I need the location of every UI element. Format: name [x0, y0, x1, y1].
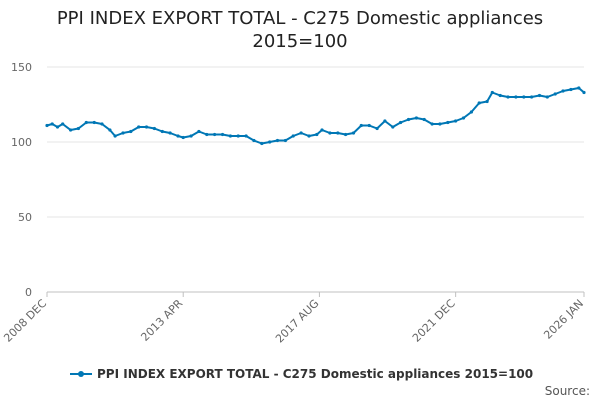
data-point[interactable]: [446, 120, 450, 125]
y-tick-label: 0: [25, 286, 32, 299]
data-point[interactable]: [375, 126, 379, 131]
data-point[interactable]: [469, 110, 473, 114]
data-point[interactable]: [299, 131, 303, 135]
data-point[interactable]: [92, 120, 96, 125]
x-tick-label: 2008 DEC: [1, 297, 49, 345]
data-point[interactable]: [367, 123, 371, 128]
x-axis-tick-labels: 2008 DEC 2013 APR 2017 AUG 2021 DEC 2026 JAN: [1, 297, 586, 346]
data-point[interactable]: [275, 138, 280, 143]
data-point[interactable]: [100, 122, 104, 126]
data-point[interactable]: [283, 138, 287, 143]
x-axis: [46, 291, 585, 297]
data-point[interactable]: [454, 119, 458, 123]
data-point[interactable]: [176, 134, 180, 138]
chart-title-line-2: 2015=100: [252, 31, 347, 52]
data-point[interactable]: [129, 129, 133, 134]
data-point[interactable]: [307, 134, 311, 138]
data-point[interactable]: [252, 138, 256, 143]
data-point[interactable]: [530, 95, 534, 99]
data-point[interactable]: [438, 122, 442, 126]
x-tick-label: 2026 JAN: [541, 297, 586, 342]
x-tick-label: 2021 DEC: [410, 297, 458, 345]
data-point[interactable]: [69, 128, 73, 132]
data-point[interactable]: [213, 132, 217, 137]
data-point[interactable]: [490, 90, 494, 95]
data-point[interactable]: [561, 89, 565, 93]
data-point[interactable]: [391, 125, 395, 129]
data-point[interactable]: [137, 125, 141, 129]
data-point[interactable]: [168, 131, 172, 135]
data-point[interactable]: [315, 132, 319, 137]
data-point[interactable]: [485, 99, 489, 104]
data-point[interactable]: [477, 101, 481, 105]
chart-title-line-1: PPI INDEX EXPORT TOTAL - C275 Domestic a…: [57, 8, 543, 29]
data-point[interactable]: [430, 122, 434, 126]
data-point[interactable]: [506, 95, 510, 99]
data-point[interactable]: [399, 120, 403, 125]
data-point[interactable]: [50, 122, 54, 126]
data-point[interactable]: [144, 125, 149, 129]
data-point[interactable]: [291, 134, 295, 138]
data-point[interactable]: [121, 131, 125, 135]
data-point[interactable]: [197, 129, 201, 134]
source-label: Source:: [545, 384, 590, 398]
data-point[interactable]: [383, 119, 387, 123]
data-point[interactable]: [113, 134, 117, 138]
data-point[interactable]: [244, 134, 248, 138]
data-point[interactable]: [414, 116, 418, 120]
data-point[interactable]: [582, 90, 586, 95]
data-point[interactable]: [344, 132, 348, 137]
x-tick-label: 2013 APR: [138, 297, 185, 344]
data-point[interactable]: [553, 92, 557, 96]
data-point[interactable]: [205, 132, 209, 137]
data-point[interactable]: [228, 134, 232, 138]
data-point[interactable]: [461, 116, 466, 120]
x-tick-label: 2017 AUG: [273, 297, 322, 346]
series-layer: [45, 86, 586, 146]
data-point[interactable]: [545, 95, 549, 99]
y-tick-label: 150: [11, 61, 32, 74]
data-point[interactable]: [108, 128, 112, 132]
data-point[interactable]: [328, 131, 332, 135]
data-point[interactable]: [522, 95, 526, 99]
data-point[interactable]: [336, 131, 340, 135]
data-point[interactable]: [61, 122, 65, 126]
data-point[interactable]: [537, 93, 542, 98]
data-point[interactable]: [514, 95, 518, 99]
data-point[interactable]: [236, 134, 240, 138]
y-axis-tick-labels: 0 50 100 150: [11, 61, 32, 299]
data-point[interactable]: [76, 126, 80, 131]
data-point[interactable]: [55, 125, 60, 129]
data-point[interactable]: [268, 140, 272, 144]
y-tick-label: 100: [11, 136, 32, 149]
legend-label[interactable]: PPI INDEX EXPORT TOTAL - C275 Domestic a…: [97, 367, 533, 381]
legend[interactable]: PPI INDEX EXPORT TOTAL - C275 Domestic a…: [70, 367, 533, 381]
data-point[interactable]: [569, 87, 573, 92]
data-point[interactable]: [498, 93, 502, 98]
data-point[interactable]: [260, 141, 264, 146]
data-point[interactable]: [406, 117, 411, 122]
data-point[interactable]: [422, 117, 426, 122]
data-point[interactable]: [160, 129, 164, 134]
data-point[interactable]: [351, 131, 356, 135]
data-point[interactable]: [320, 128, 324, 132]
data-point[interactable]: [359, 123, 363, 128]
data-point[interactable]: [181, 135, 185, 140]
legend-marker: [78, 371, 84, 377]
data-point[interactable]: [84, 120, 88, 125]
data-point[interactable]: [189, 134, 193, 138]
data-point[interactable]: [220, 132, 225, 137]
data-point[interactable]: [577, 86, 581, 90]
grid-lines: [47, 66, 584, 293]
data-point[interactable]: [152, 126, 156, 131]
data-point[interactable]: [45, 123, 49, 128]
y-tick-label: 50: [18, 211, 32, 224]
